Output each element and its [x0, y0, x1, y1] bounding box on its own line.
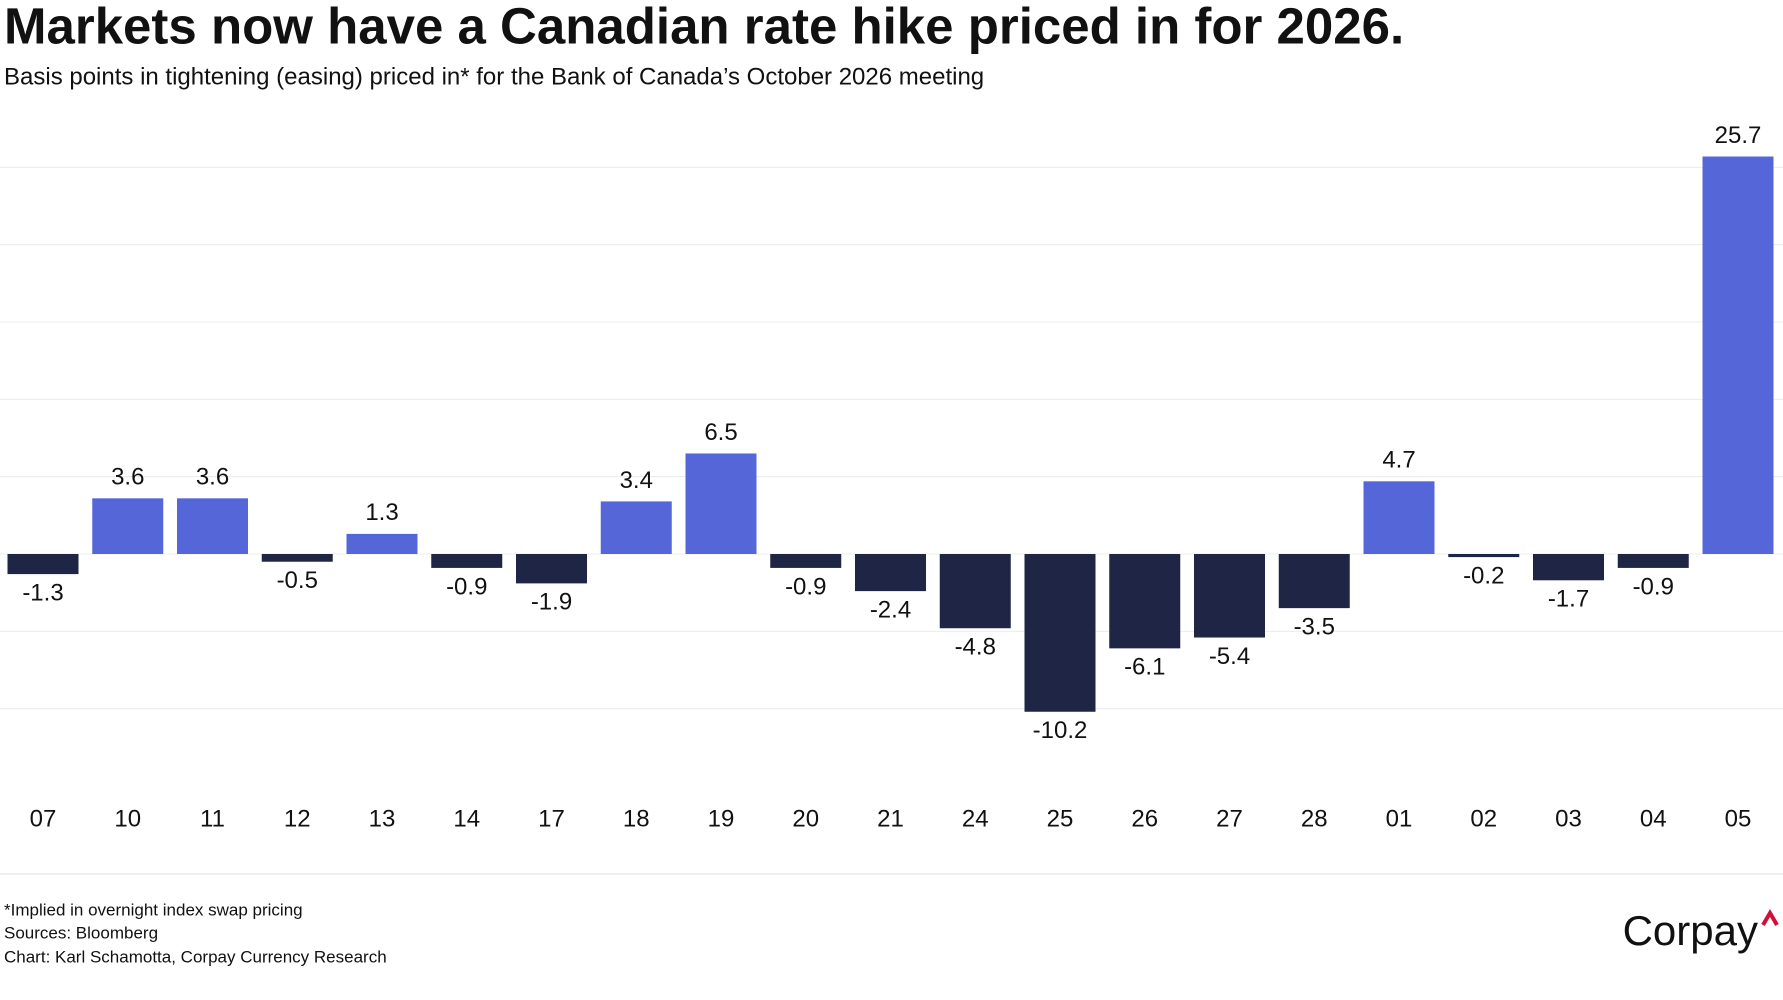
value-label: 1.3	[365, 499, 398, 526]
x-tick-label: 19	[708, 805, 735, 832]
bar	[855, 554, 926, 592]
x-tick-label: 02	[1470, 805, 1497, 832]
x-tick-label: 04	[1640, 805, 1667, 832]
value-label: -10.2	[1033, 717, 1088, 744]
x-tick-label: 14	[453, 805, 480, 832]
value-label: -5.4	[1209, 643, 1250, 670]
bar	[7, 554, 79, 575]
x-tick-label: 18	[623, 805, 650, 832]
x-tick-label: 17	[538, 805, 565, 832]
bar	[1363, 481, 1435, 554]
value-label: -1.7	[1548, 586, 1589, 613]
bar	[346, 533, 418, 554]
x-tick-label: 05	[1725, 805, 1752, 832]
value-label: -0.9	[446, 573, 487, 600]
value-label: -1.3	[22, 579, 63, 606]
x-tick-label: 24	[962, 805, 989, 832]
bar	[1278, 554, 1350, 609]
x-tick-label: 12	[284, 805, 311, 832]
sources: Sources: Bloomberg	[4, 923, 158, 942]
x-tick-label: 20	[792, 805, 819, 832]
value-label: -6.1	[1124, 654, 1165, 681]
bar	[685, 453, 757, 554]
bar	[770, 554, 842, 568]
value-label: -0.5	[277, 567, 318, 594]
x-tick-label: 21	[877, 805, 904, 832]
bar	[1109, 554, 1181, 649]
value-label: 3.4	[620, 467, 653, 494]
value-label: -3.5	[1294, 613, 1335, 640]
value-label: -0.2	[1463, 562, 1504, 589]
x-tick-label: 28	[1301, 805, 1328, 832]
bar	[516, 554, 587, 584]
x-tick-label: 27	[1216, 805, 1243, 832]
bar	[939, 554, 1011, 629]
logo-caret	[1761, 909, 1779, 927]
bar	[1533, 554, 1604, 581]
bar	[177, 498, 248, 554]
value-label: -0.9	[785, 573, 826, 600]
value-label: 6.5	[704, 419, 737, 446]
x-tick-label: 10	[114, 805, 141, 832]
value-label: -4.8	[955, 634, 996, 661]
credit: Chart: Karl Schamotta, Corpay Currency R…	[4, 947, 387, 966]
chart-title: Markets now have a Canadian rate hike pr…	[4, 0, 1404, 54]
value-label: 25.7	[1715, 122, 1762, 149]
value-label: -1.9	[531, 589, 572, 616]
value-label: 3.6	[111, 464, 144, 491]
x-tick-label: 26	[1131, 805, 1158, 832]
x-tick-label: 13	[369, 805, 396, 832]
bar	[431, 554, 503, 568]
bar	[1194, 554, 1265, 638]
bar	[1617, 554, 1689, 568]
x-tick-label: 01	[1386, 805, 1413, 832]
bar	[261, 554, 333, 562]
x-tick-label: 11	[200, 805, 225, 832]
bar	[1448, 554, 1520, 558]
chart-subtitle: Basis points in tightening (easing) pric…	[4, 63, 984, 90]
value-label: 4.7	[1382, 447, 1415, 474]
bar	[1702, 156, 1774, 555]
value-label: -2.4	[870, 596, 911, 623]
value-label: 3.6	[196, 464, 229, 491]
x-tick-label: 07	[30, 805, 57, 832]
bar	[1024, 554, 1096, 712]
bar	[92, 498, 164, 554]
x-tick-label: 03	[1555, 805, 1582, 832]
logo: Corpay	[1623, 907, 1758, 954]
value-label: -0.9	[1633, 573, 1674, 600]
x-tick-label: 25	[1047, 805, 1074, 832]
bar	[600, 501, 672, 554]
footnote: *Implied in overnight index swap pricing	[4, 900, 303, 919]
